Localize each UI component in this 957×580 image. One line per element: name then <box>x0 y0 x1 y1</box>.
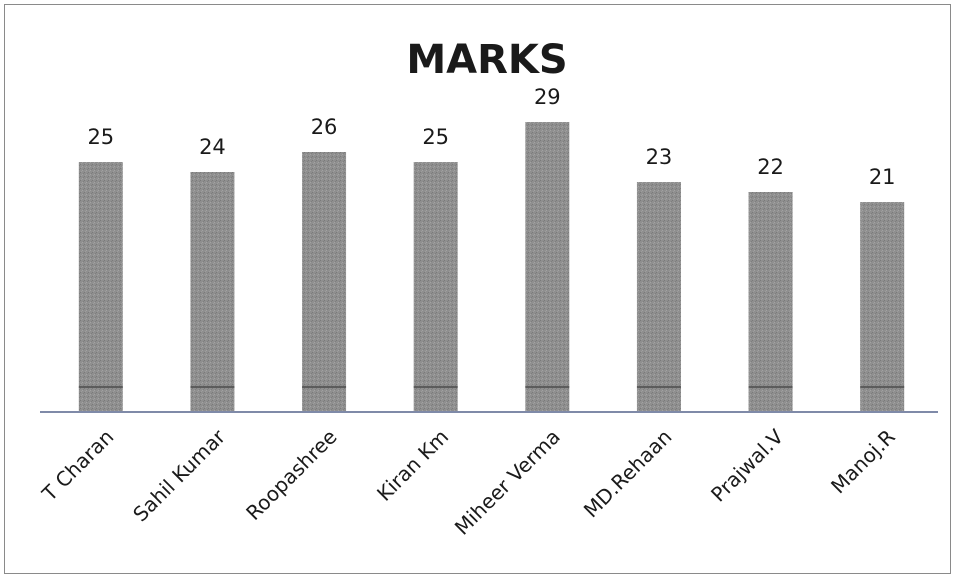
category-label-3: Kiran Km <box>372 425 453 506</box>
data-label-3: 25 <box>422 125 449 149</box>
data-label-4: 29 <box>534 85 561 109</box>
category-label-6: Prajwal.V <box>706 424 788 506</box>
category-label-2: Roopashree <box>241 425 341 525</box>
data-label-0: 25 <box>87 125 114 149</box>
data-label-5: 23 <box>646 145 673 169</box>
category-label-7: Manoj.R <box>826 424 900 498</box>
data-labels-group: 25 24 26 25 29 23 22 21 <box>87 85 895 189</box>
data-label-1: 24 <box>199 135 226 159</box>
bars-group <box>78 122 905 412</box>
data-label-2: 26 <box>311 115 338 139</box>
category-label-1: Sahil Kumar <box>128 424 230 526</box>
bar-4 <box>525 122 570 412</box>
bar-3 <box>413 162 458 412</box>
bar-6 <box>748 192 793 412</box>
category-label-4: Miheer Verma <box>450 425 565 540</box>
chart-title: MARKS <box>406 37 567 83</box>
chart-frame <box>4 4 951 574</box>
bar-1 <box>190 172 235 412</box>
data-label-7: 21 <box>869 165 896 189</box>
bar-5 <box>636 182 681 412</box>
data-label-6: 22 <box>757 155 784 179</box>
category-labels-group: T Charan Sahil Kumar Roopashree Kiran KmMih… <box>37 424 900 540</box>
bar-2 <box>302 152 347 412</box>
category-label-5: MD.Rehaan <box>579 425 677 523</box>
category-label-0: T Charan <box>37 425 119 507</box>
bar-0 <box>78 162 123 412</box>
bar-7 <box>860 202 905 412</box>
